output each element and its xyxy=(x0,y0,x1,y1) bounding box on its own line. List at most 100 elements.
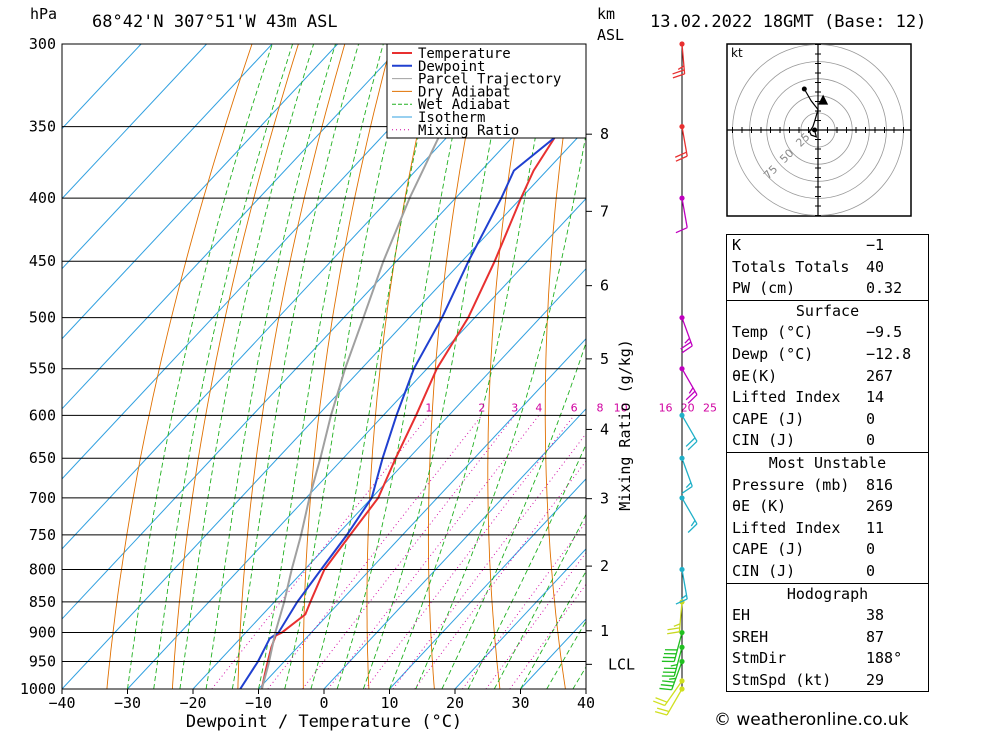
x-tick-label: −10 xyxy=(245,694,272,712)
wind-barb-flag xyxy=(684,337,690,344)
datetime-title: 13.02.2022 18GMT (Base: 12) xyxy=(650,12,927,32)
wet-adiabat-line xyxy=(231,44,360,689)
legend-entry: Parcel Trajectory xyxy=(418,72,561,88)
mixing-ratio-line xyxy=(392,432,586,689)
index-value: 29 xyxy=(866,670,885,689)
hodograph-title: Hodograph xyxy=(727,582,928,606)
mixing-ratio-label: 25 xyxy=(703,401,717,414)
pressure-tick-label: 350 xyxy=(29,118,56,136)
hodograph-unit-label: kt xyxy=(731,46,743,60)
wind-barb-flag xyxy=(685,482,692,488)
surface-indices: Temp (°C) −9.5 Dewp (°C) −12.8 θE(K) 267 Lifte… xyxy=(727,322,928,452)
index-value: 87 xyxy=(866,627,885,646)
index-label: Lifted Index xyxy=(732,518,841,537)
x-tick-label: 10 xyxy=(380,694,398,712)
wind-barb-flag xyxy=(687,394,698,404)
wet-adiabat-line xyxy=(336,44,473,689)
wind-barb-flag xyxy=(675,155,688,162)
isotherm-line xyxy=(454,548,586,689)
index-label: K xyxy=(732,236,742,254)
mixing-ratio-line xyxy=(267,415,483,689)
index-row: Pressure (mb) 816 xyxy=(727,475,928,497)
pressure-tick-label: 800 xyxy=(29,560,56,578)
unstable-indices: Pressure (mb) 816 θE (K) 269 Lifted Index 11 C… xyxy=(727,475,928,583)
location-title: 68°42'N 307°51'W 43m ASL xyxy=(92,12,338,32)
pressure-tick-label: 600 xyxy=(29,406,56,424)
index-value: 14 xyxy=(866,388,885,407)
wind-barb-flag xyxy=(675,598,688,605)
index-value: 188° xyxy=(866,649,903,668)
wet-adiabat-line xyxy=(493,513,586,689)
x-tick-label: 0 xyxy=(319,694,328,712)
wind-barb-shaft xyxy=(681,317,693,347)
legend-entry: Temperature xyxy=(418,46,511,62)
isotherm-line xyxy=(62,44,338,340)
x-tick-label: −30 xyxy=(114,694,141,712)
plot-frame xyxy=(61,43,587,690)
index-label: θE(K) xyxy=(732,366,778,385)
index-value: 816 xyxy=(866,475,894,494)
wind-barb-shaft xyxy=(666,688,683,716)
index-value: 40 xyxy=(866,257,885,276)
index-row: CIN (J) 0 xyxy=(727,561,928,583)
legend-box xyxy=(386,43,587,139)
wind-barb-shaft xyxy=(673,632,683,662)
index-row: SREH 87 xyxy=(727,627,928,649)
wind-barb-flag xyxy=(662,680,675,683)
wet-adiabat-line xyxy=(520,570,586,689)
km-tick-label: 8 xyxy=(600,125,609,143)
wind-barb-flag xyxy=(673,623,681,627)
index-label: CIN (J) xyxy=(732,561,796,580)
wind-barb-flag xyxy=(659,687,672,691)
isotherm-line xyxy=(62,44,535,550)
isotherm-line xyxy=(62,44,404,410)
wind-barb-flag xyxy=(675,227,688,234)
wet-adiabat-line xyxy=(153,44,294,689)
hodograph-end-dot xyxy=(801,86,807,92)
wind-barb-flag xyxy=(681,345,693,354)
mixing-ratio-label: 10 xyxy=(614,401,628,414)
index-label: PW (cm) xyxy=(732,279,796,298)
dry-adiabat-line xyxy=(948,26,1000,689)
index-label: CAPE (J) xyxy=(732,540,805,559)
index-row: EH 38 xyxy=(727,605,928,627)
pressure-tick-label: 900 xyxy=(29,624,56,642)
wind-barb-shaft xyxy=(681,415,698,442)
wind-barb-flag xyxy=(680,594,687,600)
index-value: 0.32 xyxy=(866,279,903,298)
pressure-tick-label: 950 xyxy=(29,653,56,671)
mixing-ratio-line xyxy=(485,551,586,689)
wet-adiabat-line xyxy=(310,44,440,689)
x-tick-label: −20 xyxy=(179,694,206,712)
wet-adiabat-line xyxy=(546,620,586,689)
hodograph-indices: EH 38 SREH 87 StmDir 188° StmSpd (kt) 29 xyxy=(727,605,928,691)
wind-barb-flag xyxy=(653,700,666,707)
wind-barb-flag xyxy=(670,663,678,667)
mixing-ratio-label: 8 xyxy=(597,401,604,414)
hodograph-trace xyxy=(803,88,819,138)
index-row: StmSpd (kt) 29 xyxy=(727,670,928,692)
index-value: 0 xyxy=(866,540,876,559)
legend-entry: Isotherm xyxy=(418,110,485,126)
index-row: K −1 xyxy=(727,235,928,257)
mixing-ratio-axis-title: Mixing Ratio (g/kg) xyxy=(616,339,634,511)
storm-motion-triangle xyxy=(818,94,829,105)
isotherm-line xyxy=(127,197,586,689)
legend-entry: Dewpoint xyxy=(418,59,485,75)
index-row: Lifted Index 14 xyxy=(727,387,928,409)
km-tick-label: 3 xyxy=(600,490,609,508)
unstable-title: Most Unstable xyxy=(727,451,928,475)
index-label: SREH xyxy=(732,627,769,646)
wind-barb-shaft xyxy=(681,368,698,396)
index-value: 0 xyxy=(866,561,876,580)
index-value: −12.8 xyxy=(866,344,912,363)
legend-entry: Wet Adiabat xyxy=(418,97,511,113)
isotherm-line xyxy=(62,57,586,620)
wind-barb-flag xyxy=(669,677,676,680)
general-indices: K −1 Totals Totals 40 PW (cm) 0.32 xyxy=(727,235,928,300)
index-label: Dewp (°C) xyxy=(732,344,814,363)
series-temperature xyxy=(260,89,586,689)
km-tick-label: 7 xyxy=(600,202,609,220)
pressure-tick-label: 300 xyxy=(29,35,56,53)
index-value: −9.5 xyxy=(866,323,903,342)
